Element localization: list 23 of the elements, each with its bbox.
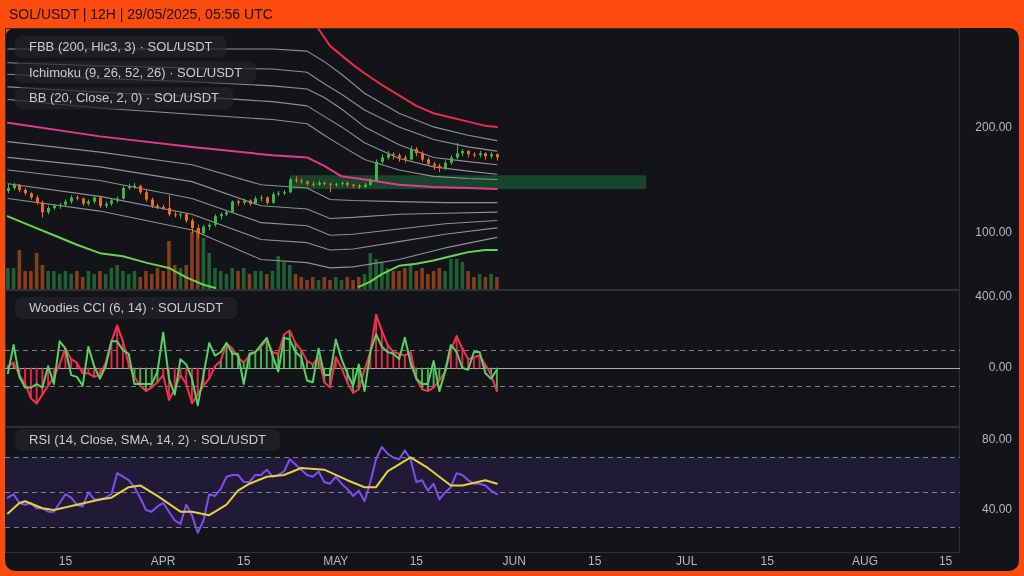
- x-tick-label: 15: [237, 554, 251, 569]
- annotation: FBB (200, Hlc3, 3) · SOL/USDT: [29, 38, 213, 54]
- y-tick-label: 200.00: [975, 120, 1013, 135]
- x-tick-label: AUG: [852, 554, 879, 569]
- text: RSI (14, Close, SMA, 14, 2) · SOL/USDT: [29, 432, 267, 448]
- text: Woodies CCI (6, 14) · SOL/USDT: [29, 300, 224, 316]
- annotation: BB (20, Close, 2, 0) · SOL/USDT: [29, 90, 220, 106]
- y-tick-label: 0.00: [988, 360, 1013, 375]
- y-tick-label: 80.00: [981, 432, 1013, 447]
- x-tick-label: 15: [760, 554, 775, 569]
- x-tick-label: JUL: [676, 554, 698, 569]
- x-tick-label: MAY: [323, 554, 349, 569]
- x-tick-label: 15: [58, 554, 73, 569]
- x-tick-label: 15: [938, 554, 953, 569]
- x-tick-label: 15: [409, 554, 424, 569]
- chart-title: SOL/USDT | 12H | 29/05/2025, 05:56 UTC: [9, 6, 273, 22]
- y-tick-label: 100.00: [975, 225, 1013, 240]
- x-tick-label: JUN: [502, 554, 526, 569]
- y-tick-label: 400.00: [975, 289, 1013, 304]
- y-tick-label: 40.00: [981, 502, 1013, 517]
- annotation: Ichimoku (9, 26, 52, 26) · SOL/USDT: [29, 64, 243, 80]
- x-tick-label: APR: [150, 554, 176, 569]
- x-tick-label: 15: [588, 554, 602, 569]
